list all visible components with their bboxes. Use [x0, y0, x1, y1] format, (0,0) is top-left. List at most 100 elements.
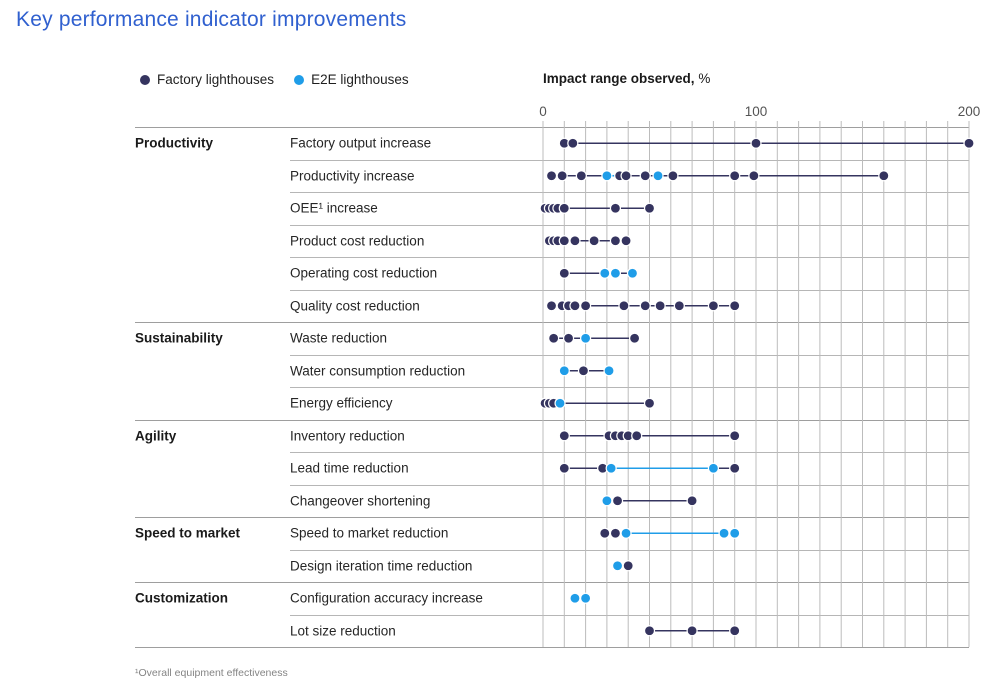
group-separator-line	[135, 419, 969, 421]
kpi-label: OEE¹ increase	[290, 200, 378, 216]
data-point	[729, 430, 741, 442]
data-point	[878, 170, 890, 182]
data-point	[631, 430, 643, 442]
data-point	[729, 300, 741, 312]
data-point	[558, 267, 570, 279]
data-point	[707, 300, 719, 312]
axis-title: Impact range observed, %	[543, 71, 710, 86]
category-label: Speed to market	[135, 525, 241, 541]
data-point	[569, 592, 581, 604]
data-point	[748, 170, 760, 182]
category-label: Agility	[135, 428, 177, 444]
legend-item-factory-lighthouses: Factory lighthouses	[140, 72, 274, 87]
data-point	[601, 495, 613, 507]
legend: Factory lighthouses E2E lighthouses	[140, 72, 409, 87]
axis-tick: 200	[957, 104, 981, 119]
data-point	[545, 300, 558, 312]
row-separator-line	[290, 387, 969, 388]
data-point	[569, 300, 581, 312]
kpi-label: Configuration accuracy increase	[290, 590, 483, 606]
group-separator-line	[135, 582, 969, 583]
category-label: Customization	[135, 590, 228, 606]
data-point	[643, 625, 656, 637]
kpi-label: Changeover shortening	[290, 493, 431, 509]
row-separator-line	[290, 484, 969, 486]
data-point	[618, 300, 630, 312]
kpi-label: Lot size reduction	[290, 623, 396, 639]
row-separator-line	[290, 224, 969, 226]
category-label: Productivity	[135, 135, 214, 151]
axis-title-bold: Impact range observed,	[543, 71, 695, 86]
data-point	[569, 235, 581, 247]
data-point	[620, 527, 632, 539]
data-point	[609, 202, 622, 214]
data-point	[575, 170, 587, 182]
data-point	[643, 202, 656, 214]
data-point	[609, 267, 622, 279]
data-point	[667, 170, 679, 182]
kpi-label: Productivity increase	[290, 168, 415, 184]
data-point	[554, 397, 566, 409]
axis-tick: 0	[539, 104, 547, 119]
data-point	[652, 170, 664, 182]
data-point	[611, 560, 624, 572]
data-point	[707, 462, 719, 474]
data-point	[963, 137, 975, 149]
kpi-label: Quality cost reduction	[290, 298, 420, 314]
data-point	[601, 170, 613, 182]
kpi-label: Waste reduction	[290, 330, 388, 346]
data-point	[558, 365, 570, 377]
data-point	[556, 170, 568, 182]
data-point	[558, 202, 570, 214]
axis-tick: 100	[744, 104, 768, 119]
row-separator-line	[290, 192, 969, 193]
data-point	[673, 300, 685, 312]
data-point	[620, 170, 632, 182]
kpi-label: Design iteration time reduction	[290, 558, 473, 574]
data-point	[654, 300, 666, 312]
kpi-label: Factory output increase	[290, 135, 432, 151]
category-label: Sustainability	[135, 330, 223, 346]
data-point	[558, 430, 570, 442]
footnote: ¹Overall equipment effectiveness	[135, 667, 288, 679]
data-point	[611, 495, 624, 507]
factory-lighthouses-dot-icon	[140, 74, 150, 85]
data-point	[626, 267, 639, 279]
data-point	[628, 332, 641, 344]
data-point	[729, 527, 741, 539]
row-separator-line	[290, 159, 969, 161]
kpi-label: Inventory reduction	[290, 428, 405, 444]
data-point	[603, 365, 615, 377]
data-point	[562, 332, 575, 344]
kpi-label: Water consumption reduction	[290, 363, 466, 379]
data-point	[579, 592, 592, 604]
data-point	[718, 527, 730, 539]
row-separator-line	[290, 354, 969, 356]
plot-area	[539, 121, 975, 647]
data-point	[545, 170, 558, 182]
data-point	[548, 332, 560, 344]
row-separator-line	[290, 289, 969, 291]
data-point	[622, 560, 634, 572]
kpi-label: Energy efficiency	[290, 395, 393, 411]
row-separator-line	[290, 614, 969, 616]
data-point	[729, 170, 741, 182]
group-separator-line	[135, 127, 969, 128]
legend-label: Factory lighthouses	[157, 72, 275, 87]
row-separator-line	[290, 257, 969, 258]
group-separator-line	[135, 517, 969, 518]
kpi-label: Product cost reduction	[290, 233, 425, 249]
data-point	[567, 137, 579, 149]
row-separator-line	[290, 549, 969, 551]
axis-title-unit: %	[698, 71, 711, 86]
data-point	[579, 300, 592, 312]
kpi-label: Speed to market reduction	[290, 525, 449, 541]
data-point	[639, 300, 651, 312]
data-point	[686, 625, 698, 637]
data-point	[579, 332, 592, 344]
group-separator-line	[135, 647, 969, 648]
data-point	[588, 235, 600, 247]
kpi-label: Lead time reduction	[290, 460, 409, 476]
data-point	[639, 170, 651, 182]
